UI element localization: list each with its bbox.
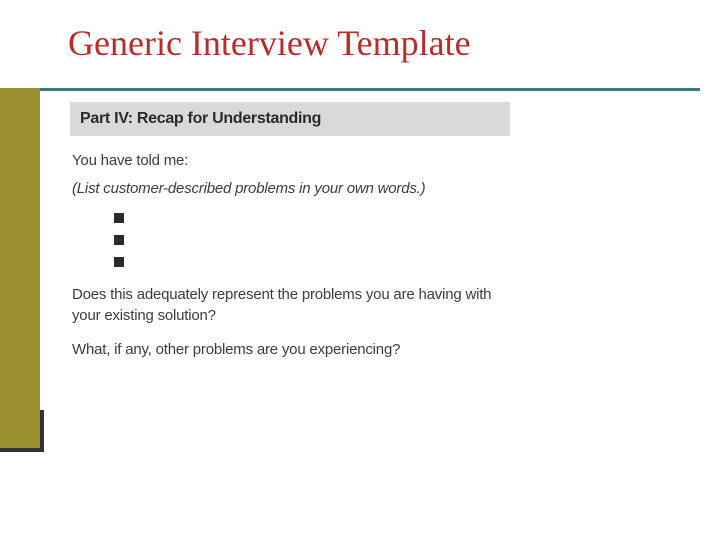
sidebar-color-block	[0, 88, 40, 448]
page-title: Generic Interview Template	[68, 22, 471, 64]
content-area: Part IV: Recap for Understanding You hav…	[70, 102, 510, 360]
question-2: What, if any, other problems are you exp…	[70, 340, 510, 360]
left-sidebar	[0, 88, 40, 468]
instruction-text: (List customer-described problems in you…	[70, 179, 510, 199]
bullet-list	[70, 213, 510, 267]
bullet-item	[114, 235, 124, 245]
horizontal-divider	[40, 88, 700, 91]
corner-horizontal	[0, 448, 44, 452]
bullet-item	[114, 257, 124, 267]
bullet-item	[114, 213, 124, 223]
section-header: Part IV: Recap for Understanding	[70, 102, 510, 136]
corner-vertical	[40, 410, 44, 452]
question-1: Does this adequately represent the probl…	[70, 285, 510, 326]
intro-text: You have told me:	[70, 152, 510, 169]
corner-decoration	[24, 434, 44, 452]
